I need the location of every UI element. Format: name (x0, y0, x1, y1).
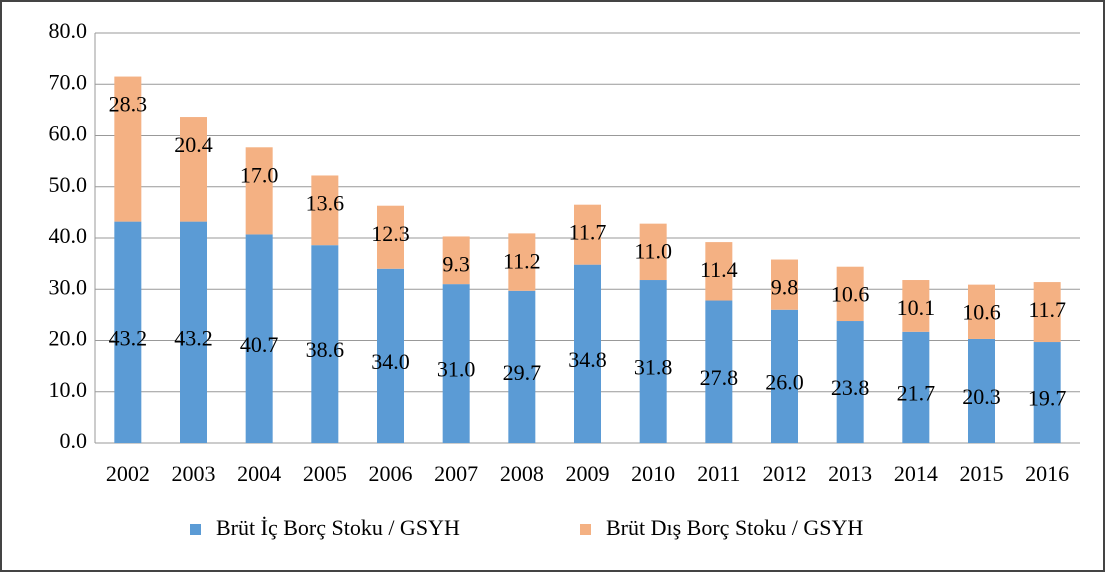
data-label: 43.2 (109, 325, 148, 350)
bar-segment (771, 259, 798, 310)
data-label: 9.3 (442, 252, 470, 277)
bar-segment (902, 280, 930, 332)
bar-segment (377, 268, 404, 443)
x-tick-label: 2004 (237, 461, 281, 486)
bar-segment (442, 284, 470, 443)
x-tick-label: 2010 (631, 461, 675, 486)
bar-segment (902, 331, 930, 443)
data-label: 11.2 (503, 248, 541, 273)
x-tick-label: 2013 (828, 461, 872, 486)
bar-segment (245, 147, 273, 235)
bar-segment (705, 300, 733, 443)
y-tick-label: 30.0 (49, 274, 88, 299)
bar-segment (508, 290, 536, 443)
data-label: 40.7 (240, 332, 279, 357)
y-tick-label: 60.0 (49, 121, 88, 146)
data-label: 13.6 (306, 191, 345, 216)
data-label: 34.8 (568, 347, 607, 372)
data-label: 23.8 (831, 375, 870, 400)
data-label: 27.8 (700, 365, 739, 390)
y-tick-label: 40.0 (49, 223, 88, 248)
bar-segment (574, 204, 601, 265)
data-label: 10.1 (897, 295, 936, 320)
data-label: 26.0 (765, 369, 804, 394)
x-tick-label: 2008 (500, 461, 544, 486)
bar-segment (311, 245, 339, 443)
bar-segment (442, 236, 470, 285)
bar-segment (836, 321, 864, 443)
bar-segment (1033, 342, 1061, 443)
x-tick-label: 2016 (1025, 461, 1069, 486)
y-tick-label: 50.0 (49, 172, 88, 197)
y-tick-label: 70.0 (49, 69, 88, 94)
data-label: 28.3 (109, 92, 148, 117)
data-label: 29.7 (503, 360, 542, 385)
bar-segment (311, 175, 339, 246)
bar-segment (114, 76, 142, 222)
x-tick-label: 2006 (369, 461, 413, 486)
x-tick-label: 2012 (763, 461, 807, 486)
x-tick-label: 2015 (960, 461, 1004, 486)
data-label: 38.6 (306, 337, 345, 362)
bar-segment (508, 233, 536, 291)
bar-segment (968, 338, 995, 443)
bar-segment (377, 205, 404, 269)
x-tick-label: 2003 (172, 461, 216, 486)
y-tick-label: 20.0 (49, 326, 88, 351)
data-label: 31.8 (634, 355, 673, 380)
x-tick-label: 2011 (697, 461, 740, 486)
legend-label: Brüt İç Borç Stoku / GSYH (216, 515, 460, 540)
data-label: 10.6 (962, 300, 1001, 325)
data-label: 11.7 (569, 220, 607, 245)
data-label: 43.2 (174, 325, 213, 350)
bar-segment (180, 117, 207, 222)
data-label: 34.0 (371, 349, 410, 374)
data-label: 11.0 (634, 239, 672, 264)
data-label: 10.6 (831, 282, 870, 307)
bar-segment (1033, 282, 1061, 343)
x-tick-label: 2014 (894, 461, 938, 486)
data-label: 17.0 (240, 162, 279, 187)
bar-segment (705, 242, 733, 301)
legend-swatch (580, 524, 591, 535)
data-label: 21.7 (897, 380, 936, 405)
bar-segment (574, 264, 601, 443)
x-tick-label: 2002 (106, 461, 150, 486)
data-label: 19.7 (1028, 386, 1067, 411)
data-label: 11.7 (1028, 297, 1066, 322)
x-tick-label: 2005 (303, 461, 347, 486)
y-tick-label: 80.0 (49, 18, 88, 43)
bar-segment (245, 234, 273, 443)
y-tick-label: 0.0 (60, 428, 88, 453)
bar-segment (968, 284, 995, 339)
data-label: 20.4 (174, 132, 213, 157)
x-tick-label: 2009 (566, 461, 610, 486)
bar-segment (639, 280, 667, 443)
x-tick-label: 2007 (434, 461, 478, 486)
legend-swatch (190, 524, 201, 535)
bar-segment (639, 223, 667, 281)
data-label: 20.3 (962, 384, 1001, 409)
data-label: 31.0 (437, 357, 476, 382)
y-tick-label: 10.0 (49, 377, 88, 402)
bar-segment (771, 309, 798, 443)
data-label: 9.8 (771, 275, 799, 300)
data-label: 11.4 (700, 257, 738, 282)
bar-segment (836, 266, 864, 322)
data-label: 12.3 (371, 221, 410, 246)
bar-segment (180, 221, 207, 443)
legend-label: Brüt Dış Borç Stoku / GSYH (606, 515, 863, 540)
bar-segment (114, 221, 142, 443)
